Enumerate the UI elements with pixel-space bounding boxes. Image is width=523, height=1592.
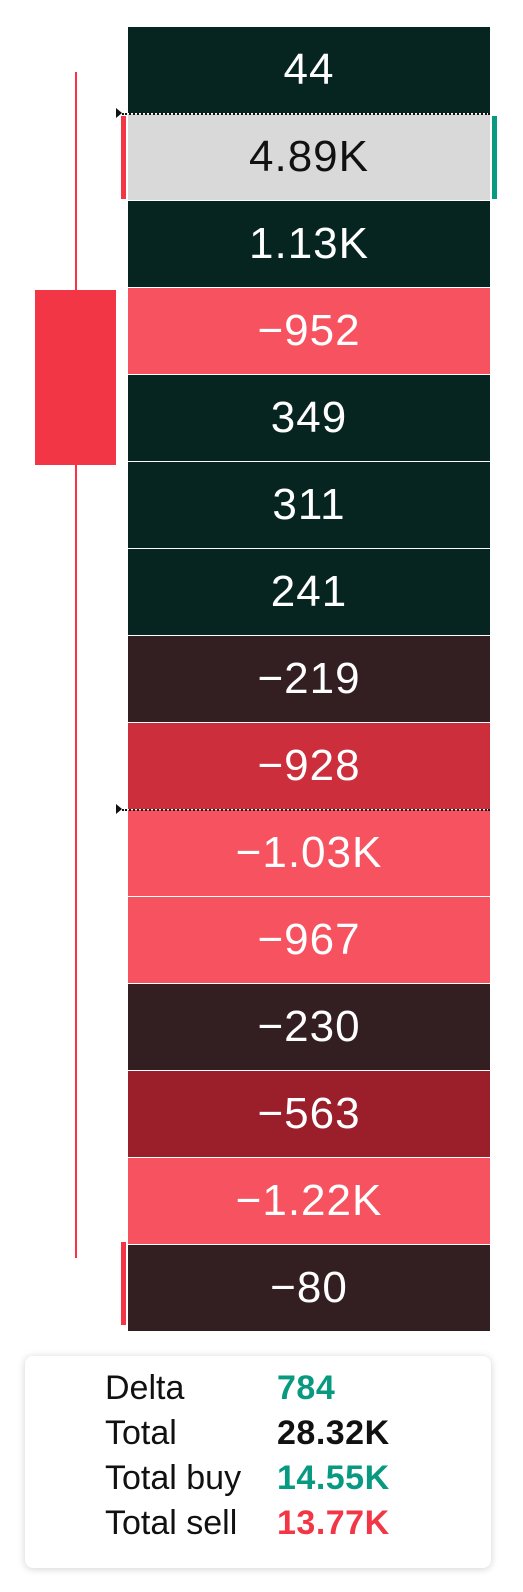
footprint-cell[interactable]: −928: [128, 723, 490, 809]
cell-value: −928: [257, 741, 361, 790]
cell-value: −230: [257, 1002, 361, 1051]
summary-panel: Delta 784 Total 28.32K Total buy 14.55K …: [25, 1356, 491, 1568]
summary-delta-row: Delta 784: [105, 1366, 335, 1410]
cell-value: 349: [270, 393, 348, 442]
footprint-cell[interactable]: −80: [128, 1245, 490, 1331]
cell-value: −1.22K: [235, 1176, 383, 1225]
footprint-cell[interactable]: −952: [128, 288, 490, 374]
summary-sell-row: Total sell 13.77K: [105, 1501, 390, 1545]
cell-value: −219: [257, 654, 361, 703]
cell-value: −563: [257, 1089, 361, 1138]
cell-value: 44: [283, 45, 335, 94]
close-price-line: [122, 809, 490, 811]
summary-total-row: Total 28.32K: [105, 1411, 390, 1455]
candle-wick: [75, 72, 77, 1258]
open-price-pointer-icon: [116, 108, 122, 118]
cell-value: −1.03K: [235, 828, 383, 877]
footprint-cell[interactable]: −230: [128, 984, 490, 1070]
cell-value: 1.13K: [249, 219, 369, 268]
footprint-cell[interactable]: 4.89K: [128, 114, 490, 200]
footprint-cell[interactable]: −1.22K: [128, 1158, 490, 1244]
close-price-pointer-icon: [116, 804, 122, 814]
total-label: Total: [105, 1413, 177, 1452]
footprint-cell[interactable]: 349: [128, 375, 490, 461]
cell-value: 241: [270, 567, 348, 616]
footprint-cell[interactable]: −1.03K: [128, 810, 490, 896]
total-buy-label: Total buy: [105, 1458, 242, 1497]
cell-value: −952: [257, 306, 361, 355]
low-marker-left: [121, 1242, 126, 1325]
total-sell-value: 13.77K: [277, 1503, 390, 1542]
summary-buy-row: Total buy 14.55K: [105, 1456, 390, 1500]
footprint-cell[interactable]: 311: [128, 462, 490, 548]
delta-value: 784: [277, 1368, 336, 1407]
delta-label: Delta: [105, 1368, 185, 1407]
open-price-line: [122, 113, 490, 115]
cell-value: 4.89K: [249, 132, 369, 181]
total-value: 28.32K: [277, 1413, 390, 1452]
footprint-cell[interactable]: 241: [128, 549, 490, 635]
footprint-cell[interactable]: 44: [128, 27, 490, 113]
footprint-cell[interactable]: 1.13K: [128, 201, 490, 287]
total-buy-value: 14.55K: [277, 1458, 390, 1497]
footprint-cell[interactable]: −967: [128, 897, 490, 983]
cell-value: −80: [270, 1263, 348, 1312]
cell-value: 311: [272, 480, 346, 529]
footprint-cell[interactable]: −219: [128, 636, 490, 722]
high-marker-left: [121, 116, 126, 199]
candle-body: [35, 290, 116, 465]
footprint-cell[interactable]: −563: [128, 1071, 490, 1157]
total-sell-label: Total sell: [105, 1503, 238, 1542]
cell-value: −967: [257, 915, 361, 964]
high-marker-right: [492, 116, 497, 199]
